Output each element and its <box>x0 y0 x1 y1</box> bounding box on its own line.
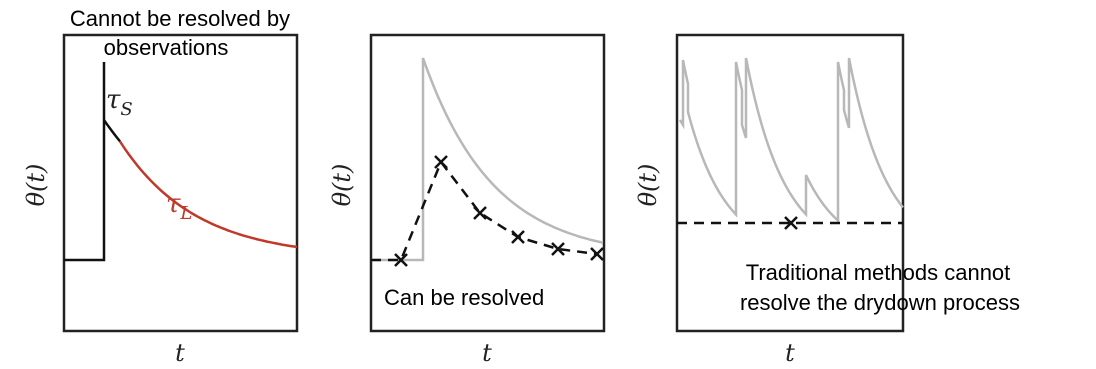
observation-marker-5 <box>551 242 565 256</box>
panel-1: τS τL θ(t) t Cannot be resolved by obser… <box>22 6 299 367</box>
panel-3-caption-line-2: resolve the drydown process <box>740 290 1020 315</box>
panel-2: θ(t) t Can be resolved <box>328 33 606 367</box>
panel-1-long-timescale-curve <box>118 140 298 249</box>
panel-3-y-axis-label: θ(t) <box>634 164 662 207</box>
panel-1-y-axis-label: θ(t) <box>22 164 50 207</box>
panel-3-true-drydown-curve <box>678 57 904 224</box>
observation-marker-4 <box>511 230 525 244</box>
panel-1-x-axis-label: t <box>175 339 185 367</box>
panel-3: θ(t) t Traditional methods cannot resolv… <box>634 33 1020 367</box>
panel-2-x-axis-label: t <box>482 339 492 367</box>
observation-marker-3 <box>473 206 487 220</box>
panel-1-title-line-1: Cannot be resolved by <box>70 6 290 31</box>
panel-3-caption-line-1: Traditional methods cannot <box>746 260 1011 285</box>
panel-2-observation-markers <box>394 155 604 267</box>
tau-l-label: τL <box>166 189 192 224</box>
observation-marker-1 <box>394 253 408 267</box>
observation-marker <box>784 216 798 230</box>
observation-marker-2 <box>434 155 448 169</box>
panel-2-frame <box>369 33 606 333</box>
panel-3-observation-markers <box>784 216 798 230</box>
panel-2-caption: Can be resolved <box>384 285 544 310</box>
panel-1-frame <box>62 33 299 333</box>
panel-2-true-drydown-curve <box>371 57 604 262</box>
tau-s-label: τS <box>106 85 133 120</box>
panel-3-frame <box>675 33 905 333</box>
panel-2-y-axis-label: θ(t) <box>328 164 356 207</box>
observation-marker-6 <box>590 247 604 261</box>
panel-1-short-timescale-curve <box>64 62 121 262</box>
panel-1-title-line-2: observations <box>104 35 229 60</box>
panel-3-x-axis-label: t <box>785 339 795 367</box>
